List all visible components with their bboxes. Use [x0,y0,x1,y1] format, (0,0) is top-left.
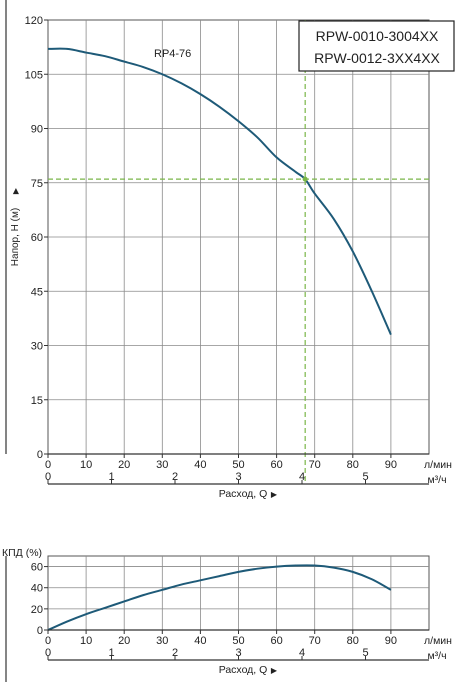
x-tick-label-lpm: 30 [156,635,168,647]
x-tick-label-m3h: 4 [299,647,305,659]
y-tick-label: 75 [31,178,43,190]
y-tick-label: 0 [37,449,43,461]
x-axis-arrow-icon: ▶ [271,666,278,675]
model-name-1: RPW-0010-3004XX [316,28,439,44]
x-tick-label-lpm: 30 [156,459,168,471]
x-axis-arrow-icon: ▶ [271,490,278,499]
y-tick-label: 60 [31,232,43,244]
y-tick-label: 60 [31,562,43,574]
model-name-2: RPW-0012-3XX4XX [314,50,440,66]
series-line-efficiency [47,564,392,631]
x-tick-label-lpm: 20 [118,459,130,471]
y-axis-label-efficiency: КПД (%) [2,547,42,559]
x-tick-label-m3h: 1 [108,647,114,659]
x-tick-label-lpm: 60 [270,459,282,471]
x-tick-label-lpm: 80 [347,459,359,471]
x-tick-label-lpm: 70 [309,459,321,471]
series-line-head [47,47,392,336]
x-tick-label-lpm: 20 [118,635,130,647]
x-tick-label-lpm: 40 [194,459,206,471]
x-tick-label-lpm: 80 [347,635,359,647]
x-tick-label-m3h: 0 [45,647,51,659]
x-tick-label-lpm: 50 [232,459,244,471]
y-tick-label: 40 [31,583,43,595]
x-tick-label-lpm: 0 [45,635,51,647]
x-tick-label-lpm: 10 [80,635,92,647]
model-box [298,20,455,72]
x-unit-m3h: м³/ч [427,474,446,486]
x-tick-label-m3h: 5 [362,647,368,659]
x-axis-label: Расход, Q [219,488,268,500]
y-tick-label: 105 [25,69,43,81]
y-tick-label: 45 [31,286,43,298]
x-tick-label-m3h: 4 [299,471,305,483]
x-tick-label-lpm: 60 [270,635,282,647]
y-axis-arrow-icon: ▶ [11,187,20,194]
x-tick-label-m3h: 5 [362,471,368,483]
x-axis-label: Расход, Q [219,664,268,676]
x-tick-label-m3h: 0 [45,471,51,483]
x-unit-lpm: л/мин [424,635,452,647]
x-tick-label-m3h: 3 [235,471,241,483]
x-unit-lpm: л/мин [424,459,452,471]
x-tick-label-lpm: 10 [80,459,92,471]
x-tick-label-lpm: 40 [194,635,206,647]
y-tick-label: 20 [31,604,43,616]
x-tick-label-m3h: 1 [108,471,114,483]
x-tick-label-lpm: 0 [45,459,51,471]
y-tick-label: 15 [31,395,43,407]
x-tick-label-lpm: 50 [232,635,244,647]
x-tick-label-lpm: 90 [385,459,397,471]
y-tick-label: 120 [25,15,43,27]
operating-point-marker [302,176,308,182]
x-tick-label-m3h: 2 [172,647,178,659]
y-axis-label: Напор, Н (м) [10,208,21,266]
x-tick-label-m3h: 3 [235,647,241,659]
y-tick-label: 90 [31,124,43,136]
x-tick-label-m3h: 2 [172,471,178,483]
y-axis-label-group: Напор, Н (м) ▶ [10,187,21,266]
x-tick-label-lpm: 90 [385,635,397,647]
y-tick-label: 0 [37,625,43,637]
x-unit-m3h: м³/ч [427,650,446,662]
y-tick-label: 30 [31,341,43,353]
series-label: RP4-76 [154,48,191,60]
x-tick-label-lpm: 70 [309,635,321,647]
